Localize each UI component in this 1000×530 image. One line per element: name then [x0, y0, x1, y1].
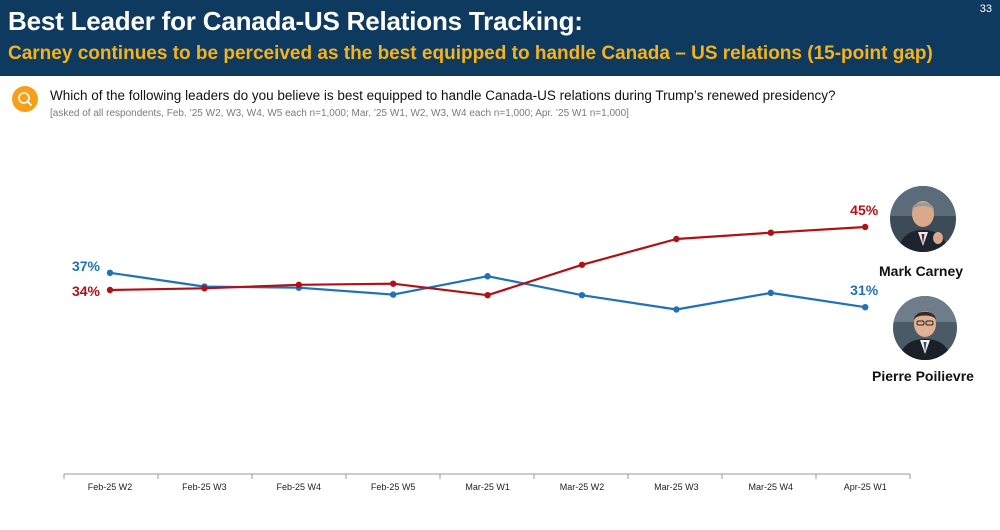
data-point-poilievre [673, 306, 680, 313]
data-point-poilievre [390, 291, 397, 298]
data-point-poilievre [862, 303, 869, 311]
search-icon [12, 86, 38, 112]
x-tick-label: Mar-25 W1 [465, 482, 510, 492]
page-subtitle: Carney continues to be perceived as the … [8, 43, 933, 64]
x-tick-label: Mar-25 W3 [654, 482, 699, 492]
header-banner: Best Leader for Canada-US Relations Trac… [0, 0, 1000, 76]
poilievre-portrait [893, 296, 957, 360]
x-tick-label: Mar-25 W4 [749, 482, 794, 492]
data-point-carney [578, 261, 586, 268]
data-point-carney [484, 291, 491, 299]
data-point-carney [673, 235, 680, 243]
data-point-carney [201, 285, 208, 292]
data-point-carney [767, 229, 774, 236]
data-point-carney [862, 223, 869, 231]
carney-name-label: Mark Carney [879, 263, 964, 279]
data-point-carney [295, 281, 302, 289]
data-label-carney: 45% [850, 202, 879, 218]
survey-question: Which of the following leaders do you be… [50, 88, 836, 103]
data-point-poilievre [578, 291, 586, 299]
data-label-poilievre: 31% [850, 282, 879, 298]
data-point-poilievre [106, 269, 114, 277]
data-point-carney [390, 280, 397, 287]
x-tick-label: Feb-25 W5 [371, 482, 416, 492]
data-point-carney [106, 286, 114, 294]
x-tick-label: Feb-25 W4 [277, 482, 322, 492]
data-point-poilievre [484, 273, 491, 280]
x-tick-label: Feb-25 W3 [182, 482, 227, 492]
carney-portrait [890, 186, 956, 252]
page-number: 33 [979, 3, 992, 15]
data-label-carney: 34% [72, 283, 101, 299]
series-line-carney [109, 225, 866, 297]
sample-note: [asked of all respondents, Feb. ’25 W2, … [50, 108, 629, 119]
data-label-poilievre: 37% [72, 258, 101, 274]
page-title: Best Leader for Canada-US Relations Trac… [8, 6, 583, 36]
data-point-poilievre [767, 289, 774, 297]
poilievre-name-label: Pierre Poilievre [872, 368, 974, 384]
x-tick-label: Feb-25 W2 [88, 482, 133, 492]
x-tick-label: Mar-25 W2 [560, 482, 605, 492]
x-tick-label: Apr-25 W1 [844, 482, 887, 492]
